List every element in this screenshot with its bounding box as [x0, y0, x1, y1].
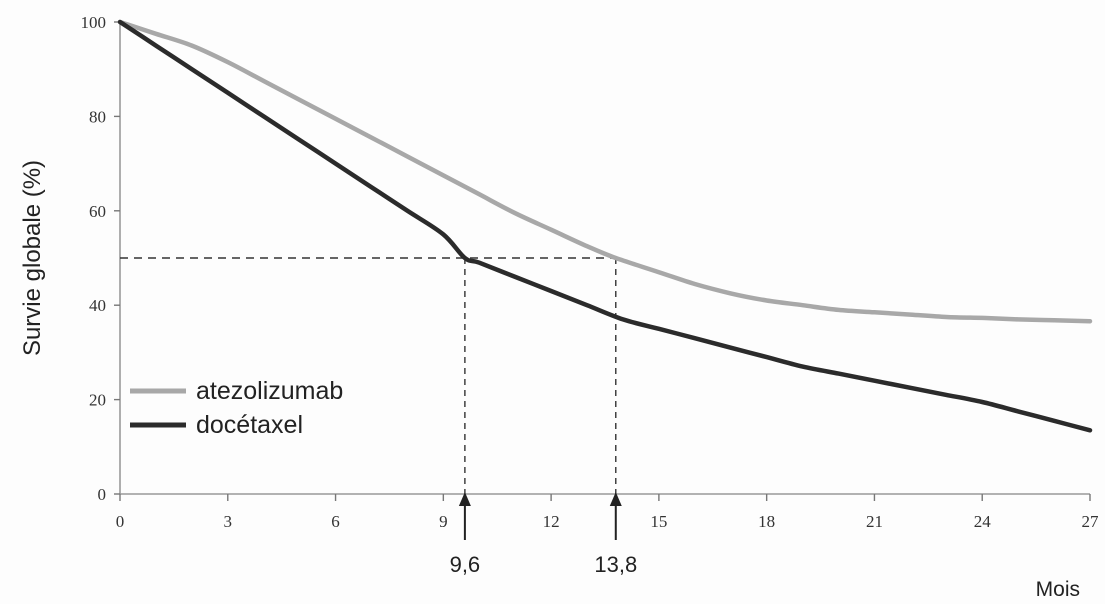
- x-tick-label: 3: [224, 512, 233, 531]
- median-markers: 9,6 13,8: [450, 492, 637, 577]
- legend: atezolizumab docétaxel: [130, 377, 343, 439]
- x-tick-label: 12: [543, 512, 560, 531]
- y-axis-title: Survie globale (%): [19, 160, 46, 356]
- x-ticks: 0 3 6 9 12 15 18 21 24 27: [116, 494, 1099, 531]
- x-tick-label: 21: [866, 512, 883, 531]
- x-tick-label: 27: [1082, 512, 1100, 531]
- legend-label-atezolizumab: atezolizumab: [196, 377, 343, 405]
- y-tick-label: 60: [89, 202, 106, 221]
- axes: 0 20 40 60 80 100 0 3 6 9 12 15 18 21 24 27: [81, 13, 1100, 531]
- y-tick-label: 20: [89, 391, 106, 410]
- x-tick-label: 0: [116, 512, 125, 531]
- y-tick-label: 100: [81, 13, 107, 32]
- legend-label-docetaxel: docétaxel: [196, 411, 303, 439]
- x-tick-label: 18: [758, 512, 775, 531]
- median-reference-lines: [120, 257, 617, 494]
- median-arrow-head: [609, 492, 622, 506]
- y-ticks: 0 20 40 60 80 100: [81, 13, 120, 504]
- series-line-docetaxel: [117, 19, 1093, 433]
- x-axis-unit-label: Mois: [1036, 578, 1080, 601]
- y-tick-label: 0: [98, 485, 107, 504]
- x-tick-label: 6: [331, 512, 340, 531]
- median-arrow-head: [458, 492, 471, 506]
- x-tick-label: 15: [650, 512, 667, 531]
- series-line-atezolizumab: [117, 19, 1093, 324]
- x-tick-label: 24: [974, 512, 992, 531]
- median-value-label: 13,8: [594, 552, 637, 577]
- y-tick-label: 80: [89, 107, 106, 126]
- survival-curves: [117, 19, 1093, 433]
- median-value-label: 9,6: [450, 552, 481, 577]
- x-tick-label: 9: [439, 512, 448, 531]
- y-tick-label: 40: [89, 296, 106, 315]
